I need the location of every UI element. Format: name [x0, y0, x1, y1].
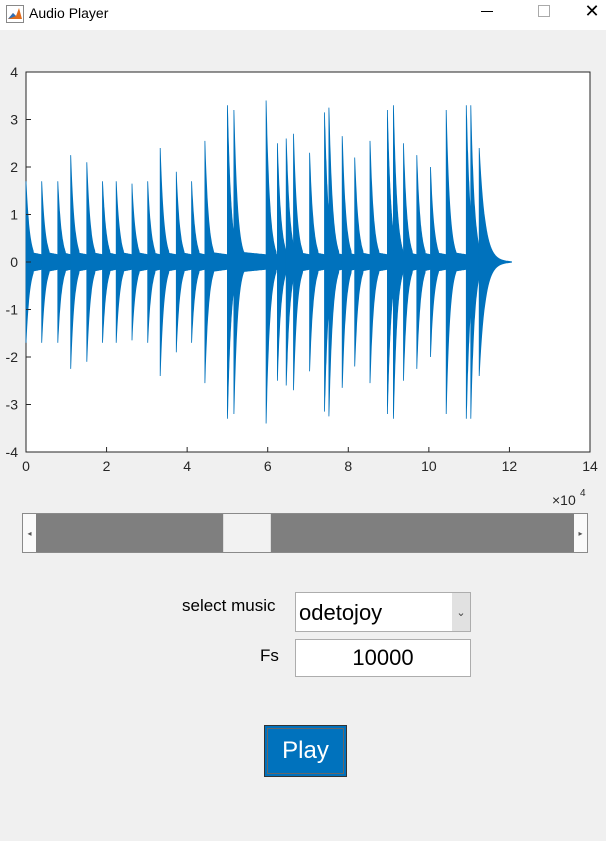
x-tick-label: 8 — [344, 458, 352, 474]
x-exponent-base: ×10 — [552, 492, 576, 508]
y-tick-label: -3 — [6, 397, 19, 413]
y-tick-label: 2 — [10, 159, 18, 175]
chevron-left-icon: ◂ — [27, 528, 32, 538]
close-icon: ✕ — [584, 0, 600, 21]
music-select-value: odetojoy — [299, 600, 383, 625]
chevron-down-icon[interactable]: ⌄ — [452, 593, 470, 631]
matlab-icon — [6, 5, 24, 23]
y-tick-label: -2 — [6, 349, 19, 365]
x-exponent-power: 4 — [580, 488, 586, 499]
chevron-right-icon: ▸ — [578, 528, 583, 538]
play-button[interactable]: Play — [264, 725, 347, 777]
x-tick-label: 0 — [22, 458, 30, 474]
minimize-icon — [481, 10, 493, 12]
x-tick-label: 4 — [183, 458, 191, 474]
note-envelope — [478, 147, 512, 377]
maximize-icon — [538, 5, 550, 17]
playback-slider[interactable]: ◂ ▸ — [22, 513, 588, 553]
x-tick-label: 12 — [502, 458, 518, 474]
y-axis-ticks: 4 3 2 1 0 -1 -2 -3 -4 — [6, 64, 31, 460]
window-title: Audio Player — [29, 5, 109, 21]
title-bar: Audio Player ✕ — [0, 0, 606, 30]
fs-input[interactable]: 10000 — [295, 639, 471, 677]
y-tick-label: 3 — [10, 112, 18, 128]
y-tick-label: -4 — [6, 444, 19, 460]
y-tick-label: 0 — [10, 254, 18, 270]
close-button[interactable]: ✕ — [578, 0, 606, 30]
waveform-series — [25, 100, 512, 424]
fs-label: Fs — [260, 646, 279, 665]
x-axis-ticks: 0 2 4 6 8 10 12 14 — [22, 447, 598, 474]
minimize-button[interactable] — [464, 0, 510, 30]
y-tick-label: 4 — [10, 64, 18, 80]
maximize-button[interactable] — [521, 0, 567, 30]
x-tick-label: 10 — [421, 458, 437, 474]
slider-thumb[interactable] — [222, 514, 271, 552]
music-select[interactable]: odetojoy ⌄ — [295, 592, 471, 632]
slider-left-arrow[interactable]: ◂ — [23, 514, 36, 552]
x-tick-label: 2 — [103, 458, 111, 474]
x-tick-label: 14 — [582, 458, 598, 474]
slider-right-arrow[interactable]: ▸ — [574, 514, 587, 552]
y-tick-label: 1 — [10, 207, 18, 223]
y-tick-label: -1 — [6, 302, 19, 318]
select-music-label: select music — [182, 596, 276, 615]
x-tick-label: 6 — [264, 458, 272, 474]
